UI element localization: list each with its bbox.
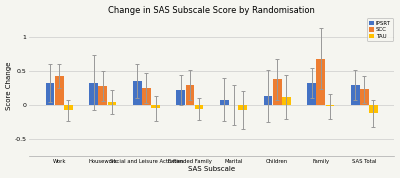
Bar (64, 105, 73, 110)
Bar (273, 79, 282, 105)
Bar (55, 76, 64, 105)
Bar (326, 105, 334, 106)
Bar (264, 96, 272, 105)
Bar (351, 85, 360, 105)
Bar (238, 105, 247, 110)
Bar (108, 102, 116, 105)
Bar (220, 100, 229, 105)
Bar (316, 59, 325, 105)
Title: Change in SAS Subscale Score by Randomisation: Change in SAS Subscale Score by Randomis… (108, 6, 315, 15)
Bar (176, 90, 185, 105)
Bar (133, 81, 142, 105)
Bar (282, 97, 291, 105)
Bar (151, 105, 160, 108)
Bar (98, 86, 107, 105)
Bar (195, 105, 204, 109)
Bar (369, 105, 378, 113)
Bar (186, 85, 194, 105)
Bar (46, 83, 54, 105)
Bar (307, 83, 316, 105)
Bar (360, 89, 369, 105)
X-axis label: SAS Subscale: SAS Subscale (188, 166, 235, 172)
Legend: IPSRT, SCC, TAU: IPSRT, SCC, TAU (367, 18, 393, 41)
Bar (89, 83, 98, 105)
Bar (142, 88, 151, 105)
Y-axis label: Score Change: Score Change (6, 62, 12, 111)
